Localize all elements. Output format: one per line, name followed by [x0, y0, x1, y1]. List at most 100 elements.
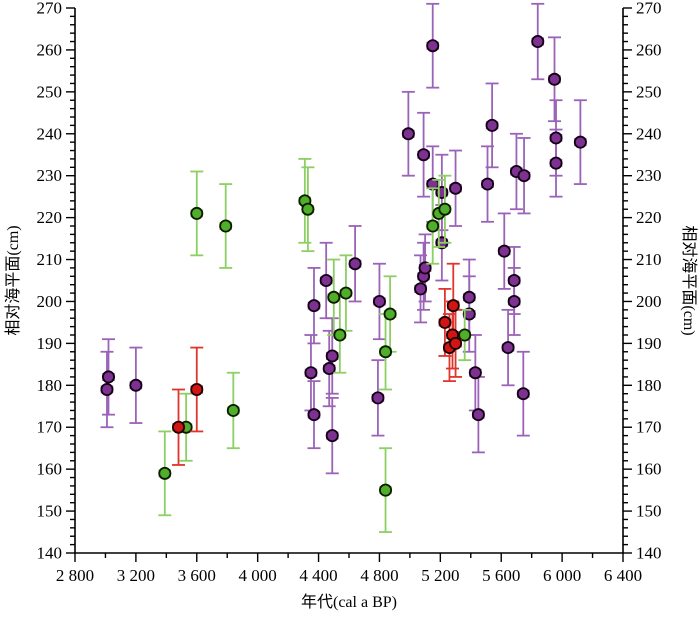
- data-point-purple: [531, 35, 545, 49]
- x-tick-label: 3 600: [178, 566, 216, 585]
- data-point-purple: [573, 135, 587, 149]
- y-tick-label-right: 250: [636, 82, 662, 101]
- x-tick-label: 6 000: [543, 566, 581, 585]
- data-point-purple: [481, 177, 495, 191]
- y-tick-label-left: 230: [37, 166, 63, 185]
- y-tick-label-right: 200: [636, 292, 662, 311]
- data-point-purple: [468, 366, 482, 380]
- y-tick-label-left: 190: [37, 334, 63, 353]
- x-tick-label: 3 200: [117, 566, 155, 585]
- y-tick-label-left: 180: [37, 376, 63, 395]
- data-point-purple: [549, 131, 563, 145]
- data-point-purple: [325, 429, 339, 443]
- y-tick-label-left: 210: [37, 250, 63, 269]
- data-point-red: [438, 315, 452, 329]
- data-point-purple: [507, 294, 521, 308]
- series-purple: [100, 2, 587, 475]
- data-point-purple: [371, 391, 385, 405]
- y-tick-label-right: 240: [636, 124, 662, 143]
- data-point-purple: [418, 261, 432, 275]
- data-point-purple: [462, 307, 476, 321]
- data-point-purple: [348, 257, 362, 271]
- x-tick-label: 6 400: [604, 566, 642, 585]
- data-point-purple: [322, 362, 336, 376]
- y-tick-label-left: 260: [37, 40, 63, 59]
- data-point-green: [426, 219, 440, 233]
- markers-purple: [100, 35, 587, 443]
- data-point-purple: [401, 127, 415, 141]
- data-point-purple: [471, 408, 485, 422]
- data-point-green: [190, 206, 204, 220]
- y-tick-label-right: 260: [636, 40, 662, 59]
- y-tick-label-left: 170: [37, 418, 63, 437]
- y-tick-label-left: 250: [37, 82, 63, 101]
- data-point-green: [379, 483, 393, 497]
- error-bars-purple: [100, 2, 587, 475]
- series-green: [158, 158, 472, 533]
- y-axis-title-right: 相对海平面(cm): [680, 225, 698, 335]
- y-tick-label-left: 220: [37, 208, 63, 227]
- data-point-purple: [304, 366, 318, 380]
- data-point-red: [172, 420, 186, 434]
- data-point-green: [226, 403, 240, 417]
- data-point-purple: [462, 290, 476, 304]
- data-point-green: [219, 219, 233, 233]
- data-point-purple: [497, 244, 511, 258]
- data-point-purple: [501, 341, 515, 355]
- data-point-purple: [426, 39, 440, 53]
- y-tick-label-left: 150: [37, 502, 63, 521]
- y-tick-label-right: 170: [636, 418, 662, 437]
- data-point-purple: [549, 156, 563, 170]
- y-tick-label-right: 140: [636, 544, 662, 563]
- y-tick-label-right: 230: [636, 166, 662, 185]
- y-tick-label-right: 150: [636, 502, 662, 521]
- y-tick-label-right: 220: [636, 208, 662, 227]
- data-point-green: [333, 328, 347, 342]
- y-tick-label-right: 160: [636, 460, 662, 479]
- y-tick-label-left: 160: [37, 460, 63, 479]
- x-axis-title: 年代(cal a BP): [301, 593, 397, 611]
- error-bars-green: [158, 158, 472, 533]
- data-point-red: [190, 382, 204, 396]
- y-tick-label-left: 200: [37, 292, 63, 311]
- y-tick-label-right: 180: [636, 376, 662, 395]
- data-point-purple: [319, 273, 333, 287]
- data-point-red: [449, 336, 463, 350]
- x-tick-label: 4 000: [239, 566, 277, 585]
- data-point-green: [458, 328, 472, 342]
- data-point-red: [446, 299, 460, 313]
- data-point-purple: [325, 349, 339, 363]
- y-tick-label-right: 270: [636, 0, 662, 18]
- x-tick-label: 4 400: [299, 566, 337, 585]
- markers-red: [172, 299, 463, 434]
- data-point-purple: [417, 148, 431, 162]
- data-point-green: [379, 345, 393, 359]
- series-red: [172, 262, 463, 466]
- y-axis-title-left: 相对海平面(cm): [4, 225, 22, 335]
- data-point-purple: [100, 382, 114, 396]
- data-point-green: [327, 290, 341, 304]
- data-point-purple: [507, 273, 521, 287]
- y-tick-label-left: 270: [37, 0, 63, 18]
- y-tick-label-left: 240: [37, 124, 63, 143]
- data-point-green: [339, 286, 353, 300]
- x-tick-label: 5 600: [482, 566, 520, 585]
- y-tick-label-right: 210: [636, 250, 662, 269]
- data-point-purple: [129, 378, 143, 392]
- data-point-purple: [449, 181, 463, 195]
- data-point-green: [301, 202, 315, 216]
- data-point-purple: [101, 370, 115, 384]
- data-point-purple: [307, 408, 321, 422]
- data-point-purple: [516, 387, 530, 401]
- y-tick-label-left: 140: [37, 544, 63, 563]
- data-point-purple: [485, 118, 499, 132]
- y-tick-label-right: 190: [636, 334, 662, 353]
- x-tick-label: 4 800: [360, 566, 398, 585]
- data-point-purple: [307, 299, 321, 313]
- data-point-purple: [548, 72, 562, 86]
- x-tick-label: 5 200: [421, 566, 459, 585]
- x-tick-label: 2 800: [56, 566, 94, 585]
- markers-green: [158, 194, 472, 497]
- axes: [66, 7, 632, 562]
